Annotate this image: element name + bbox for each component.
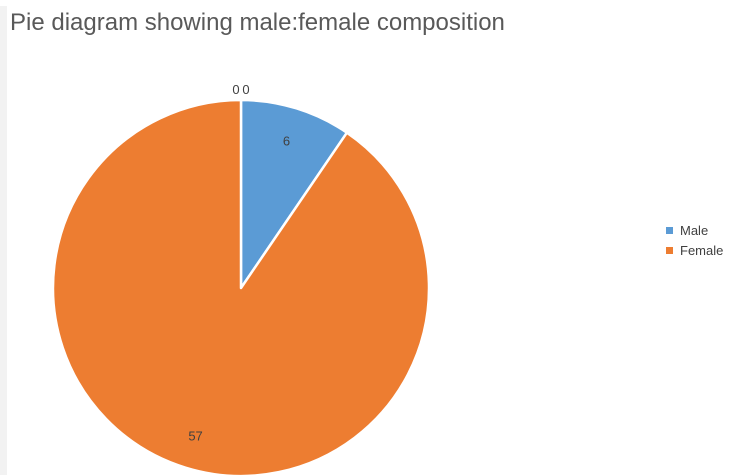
pie-slices — [51, 98, 431, 475]
legend-item-female: Female — [666, 240, 723, 260]
data-label-slice-0: 0 — [232, 82, 239, 97]
legend-label-male: Male — [680, 222, 709, 238]
pie-data-labels: 0 0 6 57 — [188, 82, 290, 443]
data-label-male: 6 — [283, 134, 290, 149]
pie-slice-male — [239, 98, 349, 290]
legend-swatch-male — [666, 226, 673, 234]
legend-item-male: Male — [666, 220, 723, 240]
pie-slice-female — [51, 98, 431, 475]
legend-swatch-female — [666, 246, 673, 254]
data-label-female: 57 — [188, 428, 202, 443]
chart-legend: Male Female — [666, 220, 723, 260]
top-strip — [0, 0, 737, 6]
legend-label-female: Female — [680, 242, 724, 258]
chart-title: Pie diagram showing male:female composit… — [10, 9, 505, 36]
data-label-slice-1: 0 — [242, 82, 249, 97]
